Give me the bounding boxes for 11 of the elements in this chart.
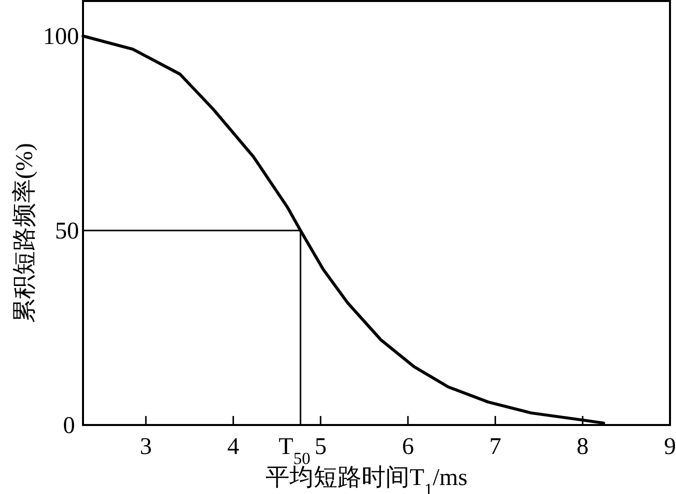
y-tick-label: 100 <box>43 24 79 50</box>
x-tick-label: 9 <box>664 434 676 460</box>
x-tick-label: 4 <box>227 434 240 460</box>
x-tick-label: 3 <box>140 434 152 460</box>
y-tick-label: 50 <box>55 218 79 245</box>
x-tick-label: 8 <box>576 434 589 460</box>
x-tick-label: 7 <box>489 434 502 460</box>
x-tick-label: 6 <box>402 434 414 460</box>
x-tick-label: 5 <box>314 434 327 460</box>
y-axis-title: 累积短路频率(%) <box>11 143 38 323</box>
y-tick-label: 0 <box>63 413 75 439</box>
